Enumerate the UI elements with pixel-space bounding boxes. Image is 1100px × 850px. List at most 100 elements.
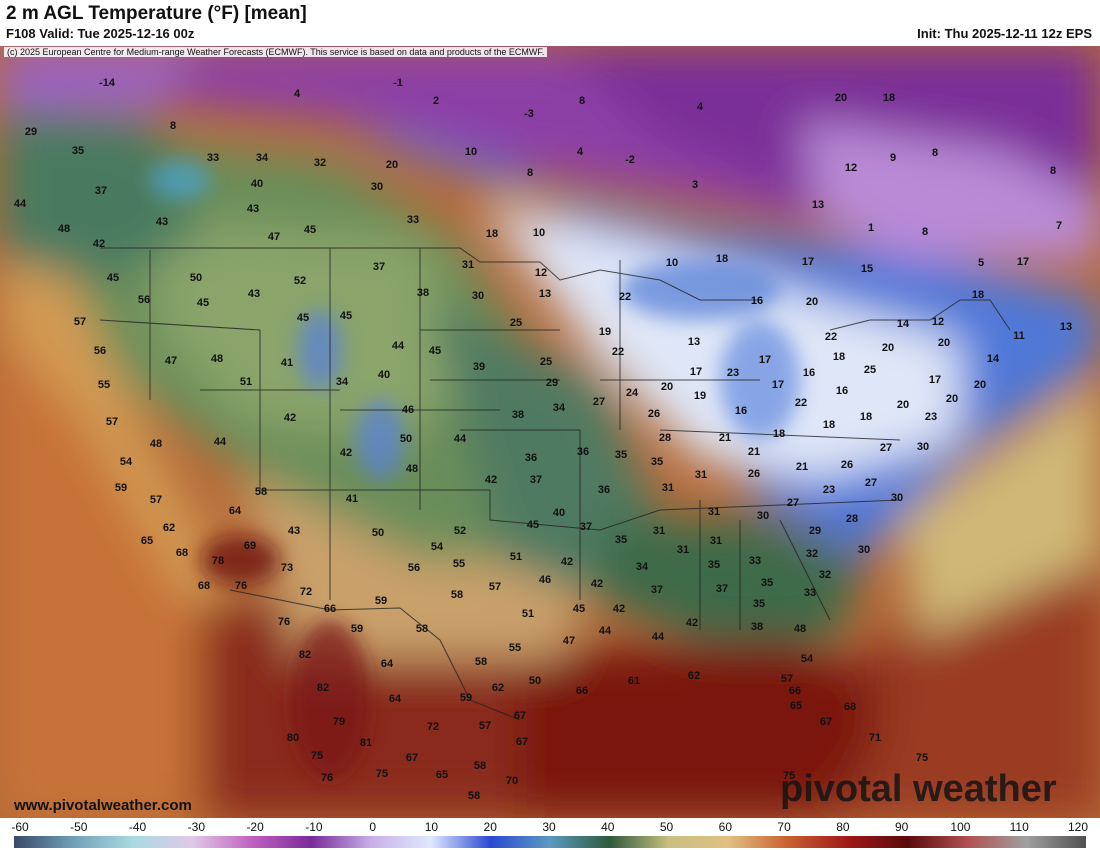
temperature-label: 57 xyxy=(106,416,118,428)
temperature-label: 33 xyxy=(749,555,761,567)
temperature-label: 31 xyxy=(677,544,689,556)
colorbar-tick-label: -40 xyxy=(128,820,147,834)
temperature-label: 51 xyxy=(510,551,522,563)
temperature-label: 43 xyxy=(247,203,259,215)
temperature-label: 75 xyxy=(311,750,323,762)
temperature-label: 48 xyxy=(211,353,223,365)
temperature-label: 25 xyxy=(540,356,552,368)
temperature-label: 56 xyxy=(408,562,420,574)
temperature-label: 56 xyxy=(94,345,106,357)
colorbar-gradient xyxy=(14,836,1086,848)
temperature-label: 20 xyxy=(974,379,986,391)
temperature-label: 26 xyxy=(841,459,853,471)
temperature-label: 36 xyxy=(577,446,589,458)
temperature-label: 52 xyxy=(294,275,306,287)
colorbar-tick-label: 0 xyxy=(369,820,376,834)
temperature-label: 19 xyxy=(694,390,706,402)
temperature-label: 75 xyxy=(916,752,928,764)
temperature-label: 55 xyxy=(453,558,465,570)
temperature-label: 48 xyxy=(150,438,162,450)
temperature-colorbar xyxy=(14,836,1086,848)
colorbar-tick-label: -50 xyxy=(70,820,88,834)
temperature-label: 44 xyxy=(454,433,467,445)
temperature-label: 8 xyxy=(1050,165,1056,177)
colorbar-tick-label: -60 xyxy=(11,820,29,834)
colorbar-tick-label: 50 xyxy=(659,820,674,834)
temperature-label: 44 xyxy=(214,436,227,448)
temperature-label: 37 xyxy=(373,261,385,273)
temperature-label: 13 xyxy=(1060,321,1072,333)
temperature-label: 22 xyxy=(612,346,624,358)
temperature-label: 65 xyxy=(790,700,802,712)
temperature-label: 38 xyxy=(417,287,429,299)
temperature-label: 27 xyxy=(593,396,605,408)
temperature-label: 76 xyxy=(321,772,333,784)
website-url[interactable]: www.pivotalweather.com xyxy=(14,797,192,814)
temperature-label: 61 xyxy=(628,675,640,687)
colorbar-tick-label: 10 xyxy=(424,820,439,834)
temperature-label: 36 xyxy=(598,484,610,496)
temperature-label: 78 xyxy=(212,555,224,567)
temperature-label: 17 xyxy=(772,379,784,391)
temperature-label: 8 xyxy=(170,120,176,132)
temperature-label: 45 xyxy=(297,312,309,324)
temperature-label: 68 xyxy=(844,701,856,713)
temperature-label: 34 xyxy=(636,561,649,573)
temperature-label: 38 xyxy=(751,621,763,633)
temperature-label: 32 xyxy=(314,157,326,169)
temperature-label: 62 xyxy=(492,682,504,694)
temperature-label: -2 xyxy=(625,154,635,166)
temperature-label: 62 xyxy=(163,522,175,534)
temperature-label: 75 xyxy=(783,770,795,782)
temperature-label: 28 xyxy=(659,432,671,444)
temperature-label: 57 xyxy=(150,494,162,506)
temperature-label: 44 xyxy=(392,340,405,352)
colorbar-tick-label: 110 xyxy=(1009,820,1029,834)
temperature-label: 68 xyxy=(198,580,210,592)
colorbar-tick-label: 20 xyxy=(483,820,497,834)
temperature-label: 32 xyxy=(806,548,818,560)
temperature-label: 35 xyxy=(615,449,627,461)
temperature-map[interactable]: -14 8 4 -1 2 -3 8 4 20 18 29 35 33 34 32 20 10 4 -2 12 9 8 8 37… xyxy=(0,46,1100,818)
temperature-label: 20 xyxy=(386,159,398,171)
temperature-label: 43 xyxy=(288,525,300,537)
temperature-label: 45 xyxy=(197,297,209,309)
temperature-label: 48 xyxy=(794,623,806,635)
temperature-label: 30 xyxy=(891,492,903,504)
temperature-label: 18 xyxy=(833,351,845,363)
temperature-label: 13 xyxy=(812,199,824,211)
temperature-label: 44 xyxy=(14,198,27,210)
temperature-label: 40 xyxy=(378,369,390,381)
temperature-label: 24 xyxy=(626,387,639,399)
temperature-label: 47 xyxy=(268,231,280,243)
temperature-label: 35 xyxy=(651,456,663,468)
temperature-label: 43 xyxy=(156,216,168,228)
temperature-label: 40 xyxy=(553,507,565,519)
temperature-label: 21 xyxy=(748,446,760,458)
temperature-label: 27 xyxy=(787,497,799,509)
temperature-label: 59 xyxy=(351,623,363,635)
temperature-label: 68 xyxy=(176,547,188,559)
init-time: Init: Thu 2025-12-11 12z EPS xyxy=(917,26,1092,41)
temperature-label: 44 xyxy=(599,625,612,637)
temperature-label: 7 xyxy=(1056,220,1062,232)
colorbar-tick-label: 30 xyxy=(542,820,556,834)
temperature-label: 37 xyxy=(530,474,542,486)
temperature-label: 31 xyxy=(695,469,707,481)
colorbar-tick-label: -30 xyxy=(187,820,205,834)
temperature-label: 21 xyxy=(796,461,808,473)
temperature-label: 19 xyxy=(599,326,611,338)
temperature-label: 69 xyxy=(244,540,256,552)
temperature-label: 58 xyxy=(475,656,487,668)
temperature-label: 12 xyxy=(932,316,944,328)
colorbar-tick-label: 40 xyxy=(601,820,615,834)
temperature-label: 28 xyxy=(846,513,858,525)
temperature-label: 58 xyxy=(416,623,428,635)
map-title: 2 m AGL Temperature (°F) [mean] xyxy=(6,3,307,24)
temperature-label: 14 xyxy=(897,318,910,330)
temperature-label: 51 xyxy=(240,376,252,388)
temperature-label: 11 xyxy=(1013,330,1025,342)
temperature-label: 20 xyxy=(882,342,894,354)
temperature-label: 48 xyxy=(58,223,70,235)
temperature-label: 33 xyxy=(207,152,219,164)
